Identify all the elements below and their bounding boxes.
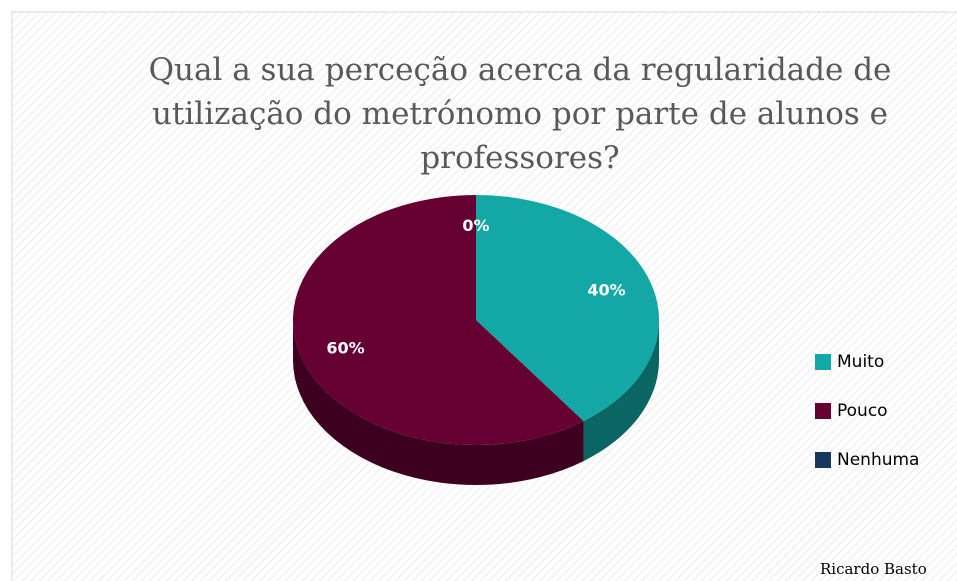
legend-label: Muito [837,352,884,372]
legend-swatch [815,403,831,419]
legend-swatch [815,354,831,370]
slice [293,195,584,445]
slice-side [583,320,659,462]
chart-title: Qual a sua perceção acerca da regularida… [148,52,892,176]
legend-swatch [815,452,831,468]
legend-label: Pouco [837,401,888,421]
annotation: Ricardo Basto [820,560,927,578]
data-label: 0% [462,216,489,235]
data-label: 40% [587,281,625,300]
legend: Muito Pouco Nenhuma [815,352,919,470]
slice [476,195,659,422]
legend-label: Nenhuma [837,450,919,470]
slice-side [293,320,584,485]
data-label: 60% [326,338,364,357]
pie: 40% 60% 0% [293,195,659,485]
